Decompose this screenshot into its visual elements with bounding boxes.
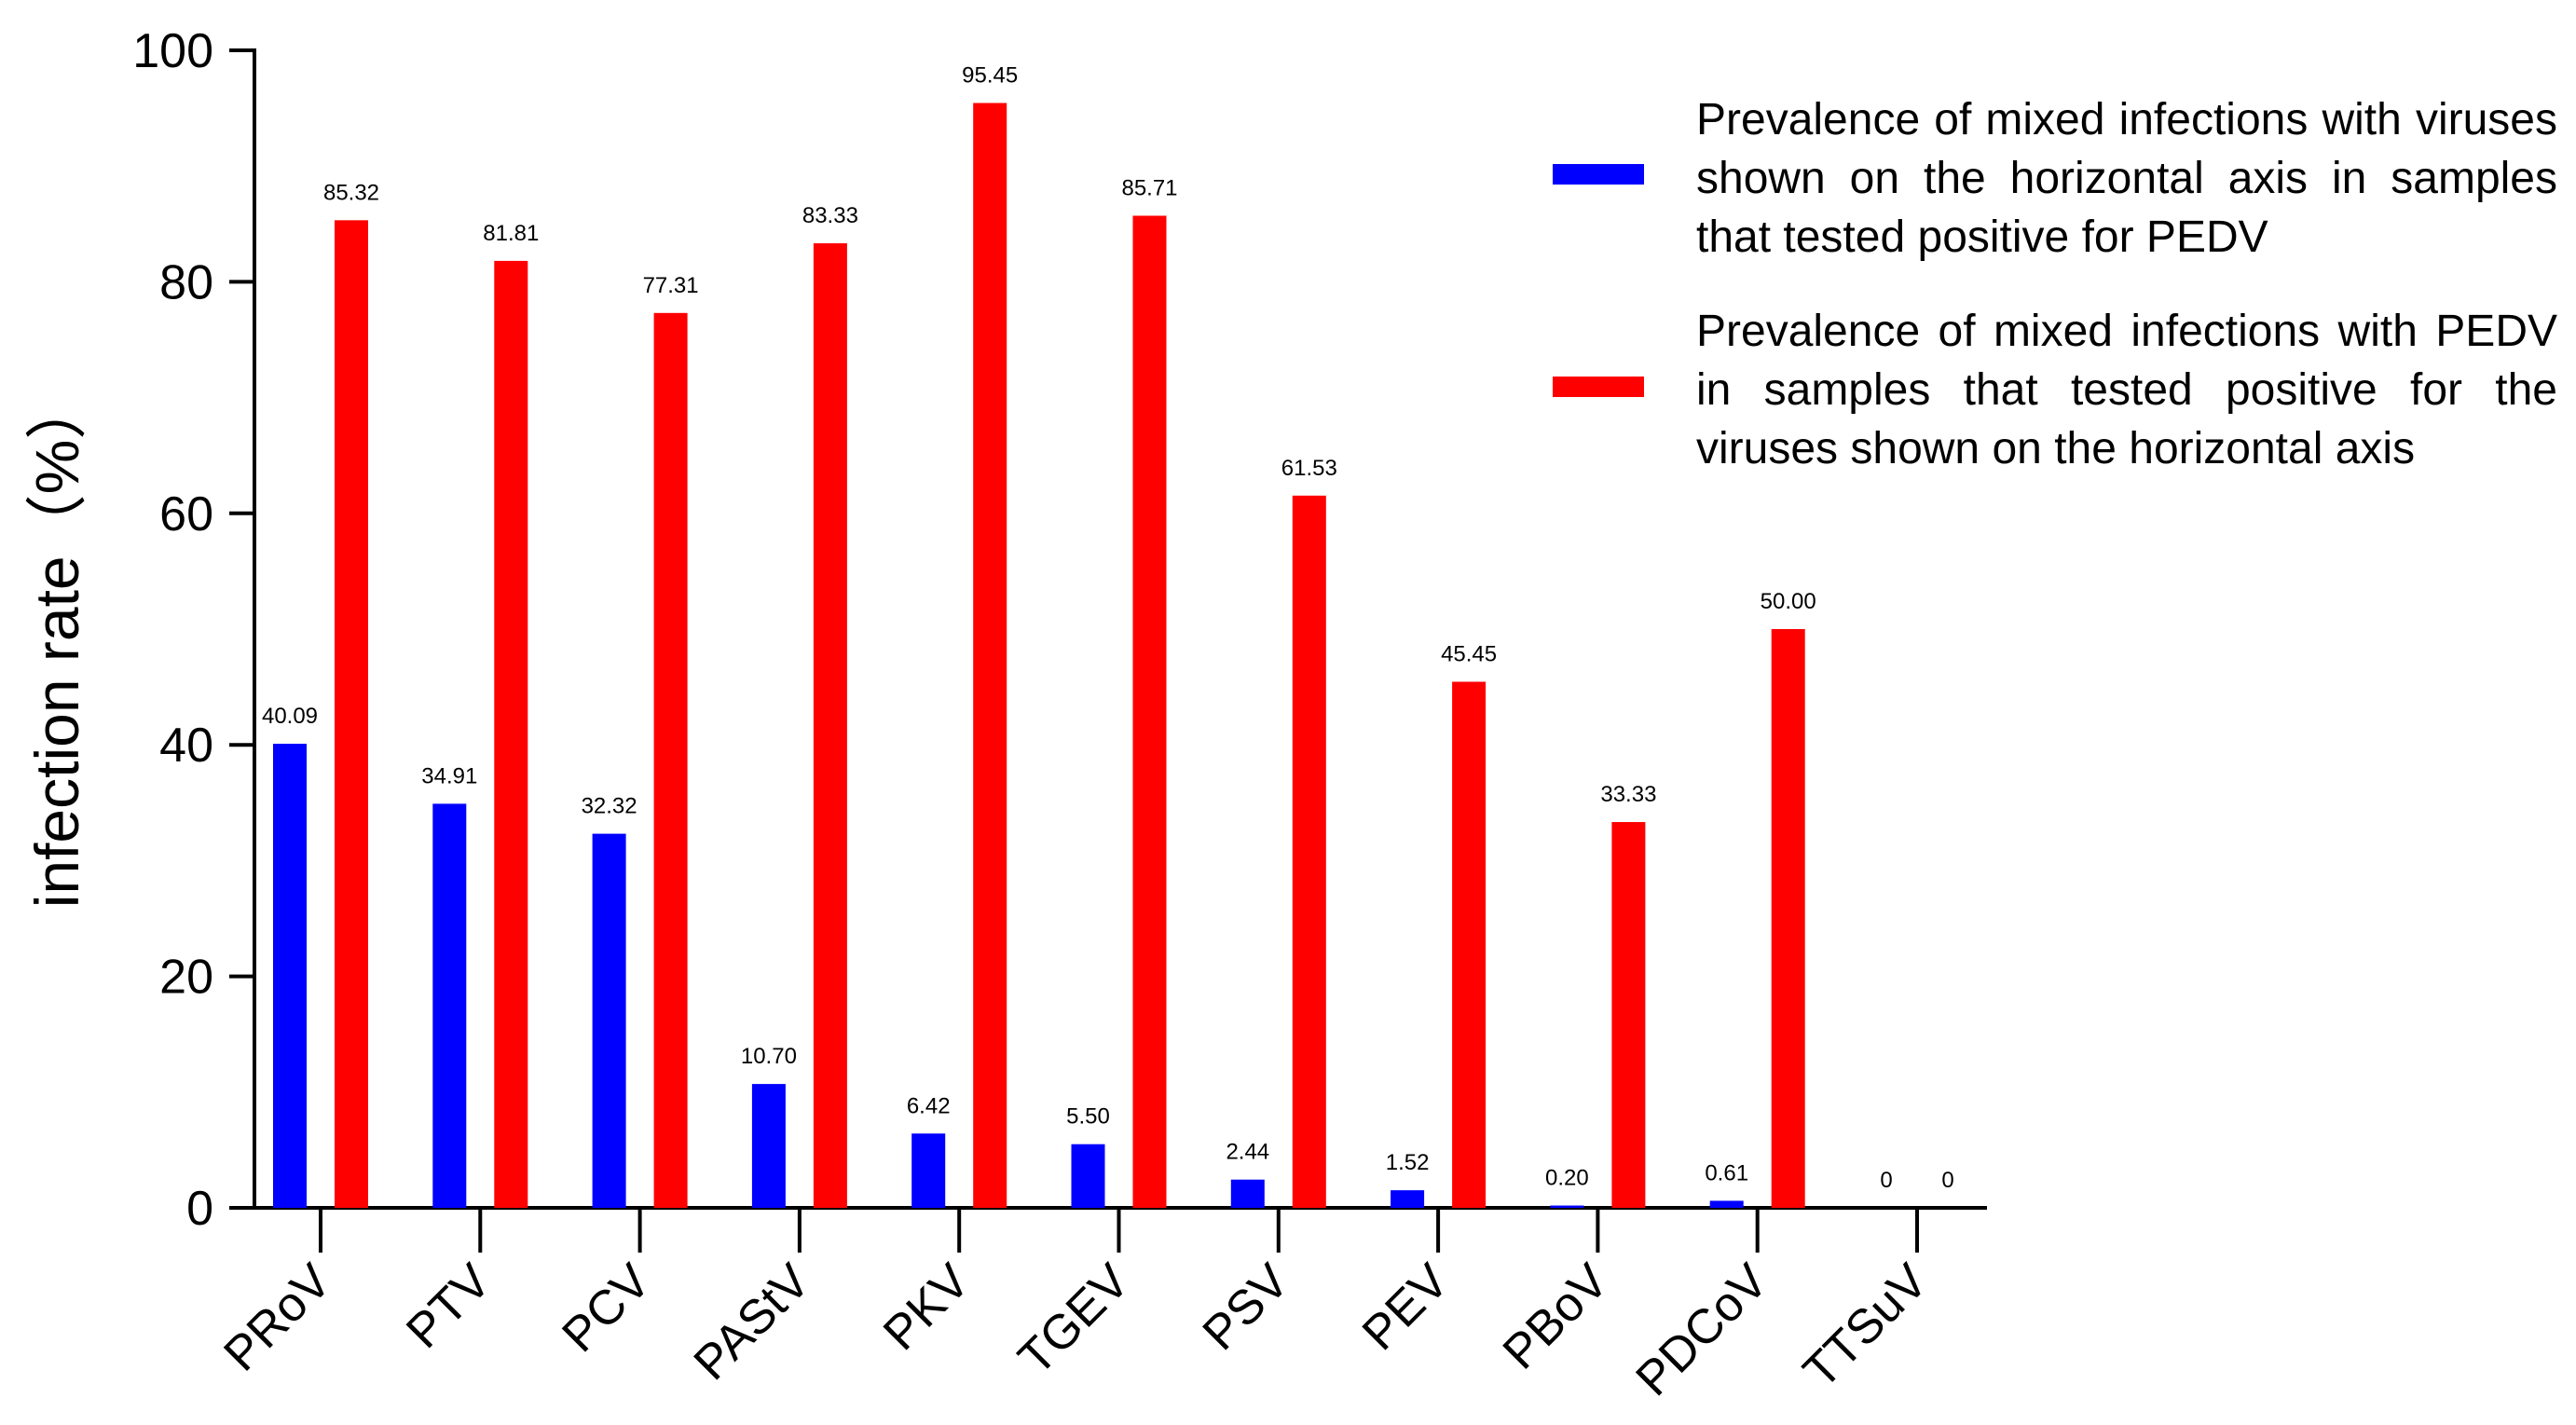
y-tick-label: 60 <box>159 487 213 541</box>
data-label: 0.20 <box>1545 1166 1589 1191</box>
x-tick-label: PCV <box>552 1254 661 1363</box>
data-label: 5.50 <box>1066 1104 1110 1130</box>
bar-red <box>1452 681 1487 1208</box>
data-label: 77.31 <box>643 273 699 298</box>
y-tick-label: 40 <box>159 719 213 773</box>
bar-blue <box>1230 1179 1265 1208</box>
data-label: 32.32 <box>582 794 637 819</box>
x-tick-label: PBoV <box>1493 1254 1619 1379</box>
y-axis-title: infection rate（%） <box>22 378 91 909</box>
x-tick-label: PKV <box>873 1254 980 1361</box>
bar-blue <box>592 833 626 1208</box>
data-label: 33.33 <box>1600 782 1656 807</box>
data-label: 0 <box>1941 1168 1953 1193</box>
data-label: 83.33 <box>802 203 858 228</box>
y-tick-label: 0 <box>186 1182 213 1236</box>
data-label: 10.70 <box>741 1044 797 1069</box>
x-tick-label: PDCoV <box>1626 1254 1779 1406</box>
bar-red <box>335 220 368 1209</box>
bar-red <box>1771 629 1805 1208</box>
data-label: 6.42 <box>907 1093 951 1118</box>
bar-blue <box>911 1133 946 1208</box>
bar-blue <box>1391 1190 1425 1208</box>
bar-blue <box>751 1084 786 1208</box>
x-tick-label: PEV <box>1352 1254 1459 1361</box>
legend-label-series-1: Prevalence of mixed infections with viru… <box>1696 95 2557 262</box>
data-label: 81.81 <box>483 221 539 246</box>
bar-red <box>1292 495 1326 1208</box>
bar-red <box>1611 822 1646 1208</box>
bar-red <box>813 243 847 1209</box>
legend-label-series-2: Prevalence of mixed infections with PEDV… <box>1696 307 2557 473</box>
data-label: 0 <box>1880 1168 1892 1193</box>
y-tick-label: 20 <box>159 951 213 1005</box>
data-label: 1.52 <box>1386 1150 1430 1175</box>
data-label: 85.32 <box>323 180 379 205</box>
legend-swatch-series-2 <box>1553 377 1644 397</box>
y-tick-label: 80 <box>159 255 213 309</box>
legend-swatch-series-1 <box>1553 164 1644 185</box>
x-tick-label: TTSuV <box>1793 1254 1939 1399</box>
x-tick-label: PTV <box>396 1254 501 1359</box>
bar-red <box>973 103 1007 1209</box>
y-tick-label: 100 <box>132 24 213 78</box>
data-label: 85.71 <box>1121 175 1177 200</box>
x-tick-label: PAStV <box>684 1254 821 1391</box>
bar-red <box>653 312 688 1208</box>
data-label: 61.53 <box>1281 456 1337 481</box>
bar-blue <box>1071 1144 1105 1208</box>
data-label: 95.45 <box>962 63 1018 89</box>
bar-red <box>1132 215 1167 1208</box>
x-tick-label: TGEV <box>1008 1254 1140 1385</box>
data-label: 2.44 <box>1226 1140 1269 1165</box>
data-label: 50.00 <box>1761 589 1816 614</box>
data-label: 45.45 <box>1441 642 1497 667</box>
x-tick-label: PSV <box>1193 1254 1300 1361</box>
bar-red <box>494 260 528 1208</box>
bar-blue <box>1709 1200 1744 1208</box>
bar-blue <box>273 744 307 1208</box>
data-label: 34.91 <box>421 763 477 788</box>
bar-blue <box>432 803 467 1208</box>
data-label: 40.09 <box>262 704 318 729</box>
bar-blue <box>1550 1205 1584 1208</box>
data-label: 0.61 <box>1705 1160 1748 1185</box>
x-tick-label: PRoV <box>213 1254 341 1381</box>
